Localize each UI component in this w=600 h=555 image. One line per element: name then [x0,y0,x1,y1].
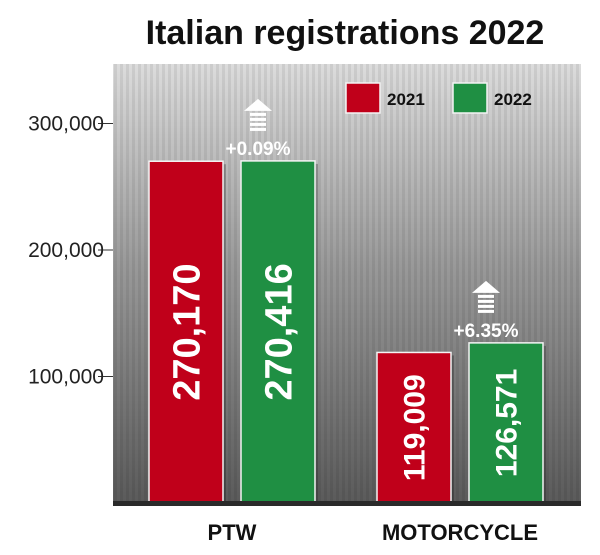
legend-swatch [452,82,488,114]
category-label: PTW [208,520,257,545]
change-label: +6.35% [454,321,519,342]
bar-ptw-2022 [240,160,316,504]
bar-ptw-2021 [148,160,224,504]
bar-value-label: 126,571 [491,369,524,477]
change-annotations: +0.09% +6.35% [226,98,519,342]
chart-title: Italian registrations 2022 [146,14,545,52]
category-label: MOTORCYCLE [382,520,538,545]
x-axis-labels: PTW MOTORCYCLE [208,520,538,545]
bar-motorcycle-2021 [376,351,452,504]
legend-label: 2022 [494,90,532,109]
y-tick-label: 200,000 [28,239,104,262]
y-tick-label: 100,000 [28,366,104,389]
x-axis-line [113,501,581,506]
y-axis: 100,000 200,000 300,000 [28,113,113,389]
change-label: +0.09% [226,139,291,160]
legend-swatch [345,82,381,114]
legend-label: 2021 [387,90,425,109]
bar-value-label: 119,009 [399,374,432,481]
up-arrow-icon [244,98,272,131]
legend: 2021 2022 [345,82,532,114]
bar-value-label: 270,416 [258,263,300,400]
up-arrow-icon [472,280,500,313]
y-tick-label: 300,000 [28,113,104,136]
value-labels: 270,170 270,416 119,009 126,571 [166,263,523,481]
bar-value-label: 270,170 [166,263,208,400]
bars [148,160,546,504]
bar-motorcycle-2022 [468,342,544,504]
